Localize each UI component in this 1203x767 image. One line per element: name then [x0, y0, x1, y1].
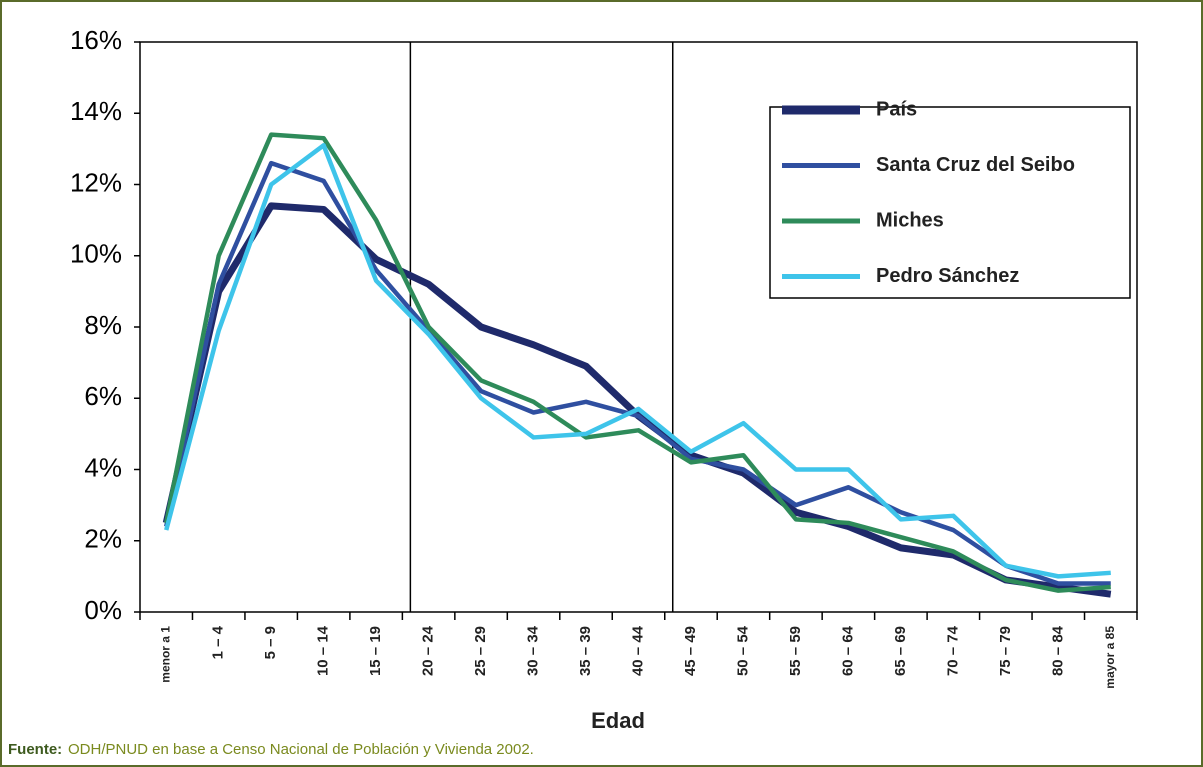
x-tick-label: 50 – 54 [734, 625, 751, 676]
y-tick-label: 8% [84, 310, 122, 340]
legend-label: Miches [876, 209, 944, 231]
y-tick-label: 4% [84, 452, 122, 482]
y-tick-label: 10% [70, 239, 122, 269]
x-tick-label: menor a 1 [158, 626, 172, 683]
legend-label: País [876, 98, 917, 120]
y-tick-label: 0% [84, 595, 122, 625]
legend-label: Santa Cruz del Seibo [876, 154, 1075, 176]
x-tick-label: 80 – 84 [1049, 625, 1066, 676]
x-tick-label: 1 – 4 [210, 625, 227, 659]
x-tick-label: 75 – 79 [997, 626, 1014, 676]
x-tick-label: 55 – 59 [787, 626, 804, 676]
x-tick-label: 35 – 39 [577, 626, 594, 676]
series-line [164, 160, 1111, 586]
legend-box [769, 106, 1131, 299]
x-tick-label: 20 – 24 [420, 625, 437, 676]
x-tick-label: 10 – 14 [315, 625, 332, 676]
x-tick-label: 65 – 69 [892, 626, 909, 676]
x-axis-label: Edad [591, 708, 645, 733]
x-tick-label: 70 – 74 [944, 625, 961, 676]
y-tick-label: 6% [84, 381, 122, 411]
source-label: Fuente: [8, 741, 62, 758]
x-tick-label: 40 – 44 [629, 625, 646, 676]
source: ODH/PNUD en base a Censo Nacional de Pob… [68, 741, 534, 758]
x-tick-label: 45 – 49 [682, 626, 699, 676]
x-tick-label: 5 – 9 [262, 626, 279, 659]
y-tick-label: 12% [70, 167, 122, 197]
y-tick-label: 16% [70, 25, 122, 55]
x-tick-label: mayor a 85 [1103, 626, 1117, 689]
x-tick-label: 15 – 19 [367, 626, 384, 676]
x-tick-label: 25 – 29 [472, 626, 489, 676]
series-line [164, 143, 1111, 579]
y-tick-label: 2% [84, 524, 122, 554]
legend-label: Pedro Sánchez [876, 265, 1019, 287]
y-tick-label: 14% [70, 96, 122, 126]
series-line [164, 132, 1111, 593]
x-tick-label: 30 – 34 [525, 625, 542, 676]
x-tick-label: 60 – 64 [839, 625, 856, 676]
